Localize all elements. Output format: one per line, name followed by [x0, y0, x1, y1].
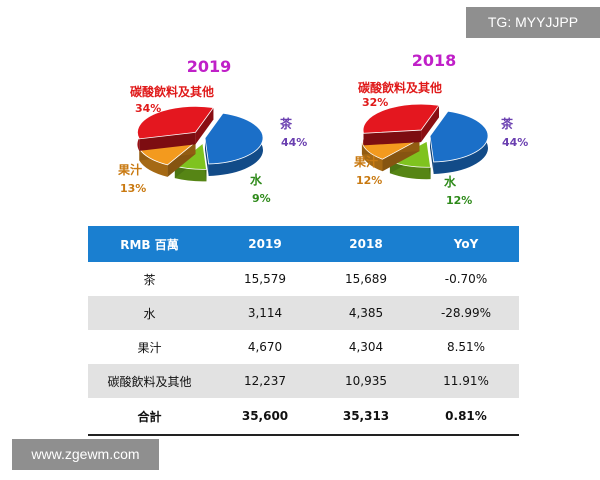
slice-value-label: 13%	[120, 182, 146, 195]
pie-slice	[137, 105, 215, 140]
table-row: 碳酸飲料及其他 12,237 10,935 11.91%	[88, 364, 519, 398]
table-row: 果汁 4,670 4,304 8.51%	[88, 330, 519, 364]
pie-slice-wall	[195, 107, 214, 145]
table-cell: 35,313	[319, 398, 413, 436]
slice-label: 碳酸飲料及其他	[130, 84, 214, 99]
table-cell: -28.99%	[413, 296, 519, 330]
revenue-table: RMB 百萬 2019 2018 YoY 茶 15,579 15,689 -0.…	[88, 226, 519, 436]
table-header-cell: 2019	[211, 226, 319, 262]
table-cell: 15,579	[244, 272, 286, 286]
table-cell: 茶	[143, 272, 156, 287]
table-cell: 3,114	[211, 296, 319, 330]
table-cell: 合計	[88, 398, 211, 436]
slice-label: 茶	[500, 116, 514, 131]
table-header-row: RMB 百萬 2019 2018 YoY	[88, 226, 519, 262]
pie-slice-side	[361, 142, 383, 172]
pie-charts: 2019 茶 44% 水 9% 果汁 13% 碳酸飲料及其他 34% 2018 茶 44% 水 12% 果…	[117, 51, 528, 207]
table-cell: 35,600	[211, 398, 319, 436]
chart-title: 2019	[187, 57, 232, 76]
table-cell: 4,304	[348, 340, 384, 354]
slice-value-label: 44%	[281, 136, 307, 149]
table-header-cell: YoY	[413, 226, 519, 262]
pie-slice	[429, 110, 489, 163]
pie-slice-wall	[363, 130, 422, 146]
pie-chart-2019: 2019 茶 44% 水 9% 果汁 13% 碳酸飲料及其他 34%	[117, 57, 307, 205]
table-cell: 10,935	[319, 364, 413, 398]
slice-value-label: 9%	[252, 192, 271, 205]
slice-value-label: 12%	[446, 194, 472, 207]
table-cell: 碳酸飲料及其他	[88, 364, 211, 398]
table-header-cell: RMB 百萬	[88, 226, 211, 262]
table-cell: 8.51%	[446, 340, 486, 354]
slice-label: 果汁	[353, 154, 378, 169]
table-row: 茶 15,579 15,689 -0.70%	[88, 262, 519, 296]
pie-slice	[362, 103, 440, 134]
slice-label: 碳酸飲料及其他	[358, 80, 442, 95]
slice-value-label: 44%	[502, 136, 528, 149]
pie-slice-wall	[205, 138, 209, 176]
slice-value-label: 12%	[356, 174, 382, 187]
table-cell: 4,670	[247, 340, 283, 354]
table-header-cell: 2018	[319, 226, 413, 262]
pie-slice	[204, 112, 264, 165]
slice-value-label: 32%	[362, 96, 388, 109]
chart-title: 2018	[412, 51, 457, 70]
slice-value-label: 34%	[135, 102, 161, 115]
table-cell: 果汁	[137, 340, 162, 355]
pie-slice-wall	[421, 105, 439, 143]
slice-label: 果汁	[117, 162, 142, 177]
table-cell: 11.91%	[413, 364, 519, 398]
watermark-bottom: www.zgewm.com	[12, 439, 159, 470]
watermark-top: TG: MYYJJPP	[466, 7, 600, 38]
slice-label: 水	[250, 172, 263, 187]
slice-label: 水	[444, 174, 457, 189]
slice-label: 茶	[279, 116, 293, 131]
table-cell: 12,237	[211, 364, 319, 398]
pie-slice-wall	[430, 136, 434, 174]
table-cell: -0.70%	[444, 272, 488, 286]
table-row: 水 3,114 4,385 -28.99%	[88, 296, 519, 330]
table-cell: 水	[88, 296, 211, 330]
table-cell: 4,385	[319, 296, 413, 330]
table-total-row: 合計 35,600 35,313 0.81%	[88, 398, 519, 436]
pie-slice-wall	[139, 132, 196, 151]
pie-slice-side	[139, 148, 168, 177]
table-cell: 0.81%	[413, 398, 519, 436]
table-cell: 15,689	[345, 272, 387, 286]
